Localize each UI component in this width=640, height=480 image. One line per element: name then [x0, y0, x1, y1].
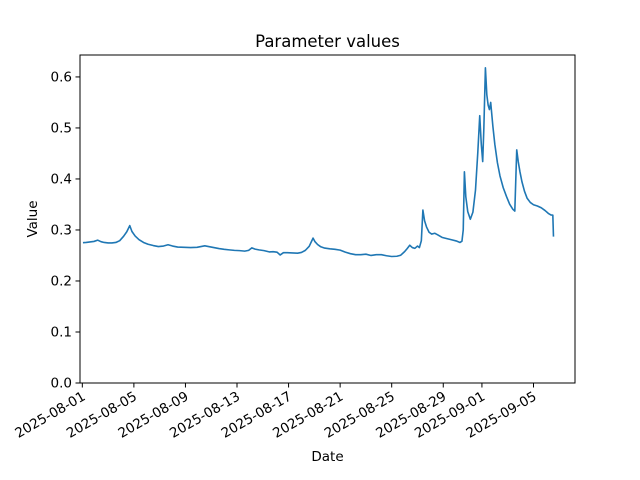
- plot-area: 2025-08-012025-08-052025-08-092025-08-13…: [12, 54, 576, 442]
- y-tick-label: 0.4: [51, 172, 72, 188]
- chart-title: Parameter values: [255, 32, 400, 51]
- y-tick-label: 0.6: [51, 70, 72, 86]
- y-tick-label: 0.1: [51, 325, 72, 341]
- y-tick-label: 0.5: [51, 121, 72, 137]
- y-tick-label: 0.0: [51, 376, 72, 392]
- y-tick-label: 0.2: [51, 274, 72, 290]
- y-axis-label: Value: [25, 200, 41, 237]
- axes-frame: [79, 54, 576, 384]
- y-tick-label: 0.3: [51, 223, 72, 239]
- x-axis-label: Date: [311, 449, 343, 465]
- data-line: [82, 66, 555, 258]
